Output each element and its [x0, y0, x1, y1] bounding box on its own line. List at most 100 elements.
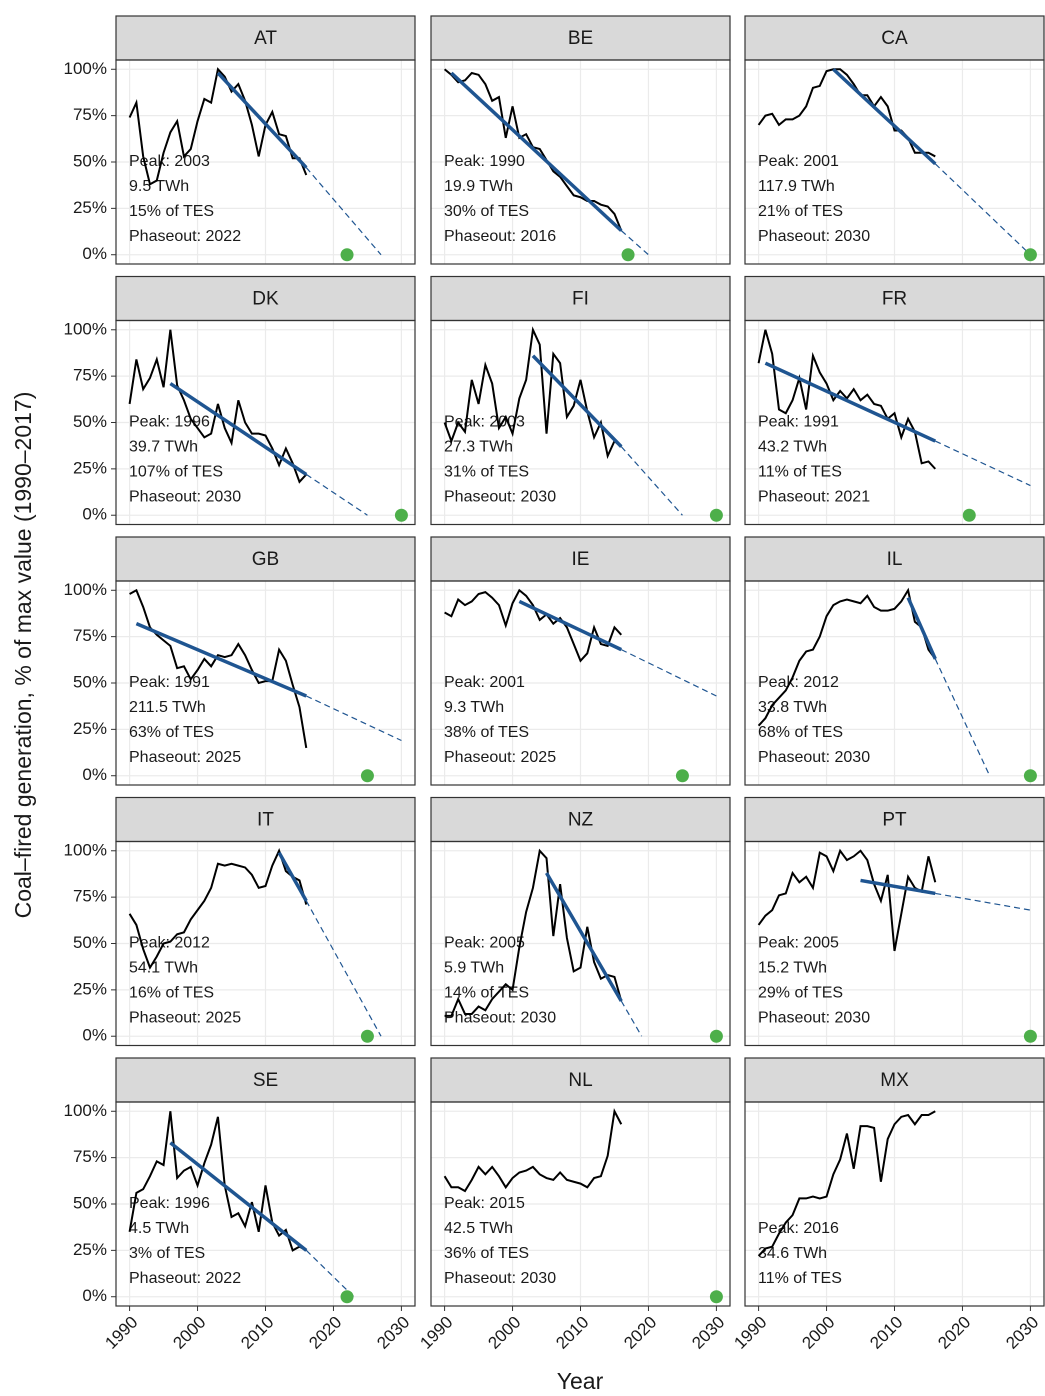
y-tick-label: 100%: [64, 1101, 107, 1120]
generation-line: [443, 326, 622, 460]
projection-line: [305, 167, 382, 256]
annotation: Peak: 2012: [758, 674, 839, 691]
annotation: 16% of TES: [129, 985, 214, 1002]
annotation: Phaseout: 2022: [129, 1270, 241, 1287]
trend-line: [135, 622, 307, 698]
projection-line: [934, 658, 991, 776]
panel-border: [744, 59, 1045, 265]
x-tick-label: 2010: [866, 1313, 906, 1353]
annotation: Peak: 2005: [758, 935, 839, 952]
phaseout-point: [1023, 769, 1037, 783]
x-tick-label: 1990: [101, 1313, 141, 1353]
y-tick-label: 25%: [73, 1240, 107, 1259]
annotation: Phaseout: 2030: [444, 1010, 556, 1027]
panel-title: IT: [257, 810, 274, 831]
projection-line: [935, 892, 1031, 911]
strip: [430, 15, 731, 61]
annotation: 9.3 TWh: [444, 699, 504, 716]
annotation: Peak: 1991: [129, 674, 210, 691]
annotation: 54.1 TWh: [129, 960, 198, 977]
trend-line: [764, 361, 937, 443]
panel-title: DK: [252, 289, 279, 310]
x-tick-label: 2020: [305, 1313, 345, 1353]
annotation: Peak: 2012: [129, 935, 210, 952]
annotation: Peak: 1991: [758, 414, 839, 431]
panel-border: [430, 319, 731, 526]
strip: [115, 275, 416, 322]
trend-line: [860, 878, 936, 896]
phaseout-point: [709, 1029, 723, 1043]
annotation: Peak: 2001: [758, 153, 839, 170]
annotation: 33.8 TWh: [758, 699, 827, 716]
annotation: Phaseout: 2016: [444, 228, 556, 245]
y-tick-label: 0%: [82, 244, 107, 263]
x-tick-label: 2030: [1002, 1313, 1042, 1353]
y-tick-label: 100%: [64, 59, 107, 78]
projection-line: [305, 473, 368, 516]
x-tick-label: 1990: [416, 1313, 456, 1353]
x-tick-label: 1990: [730, 1313, 770, 1353]
phaseout-point: [1023, 1029, 1037, 1043]
y-tick-label: 50%: [73, 412, 107, 431]
annotation: Peak: 2001: [444, 674, 525, 691]
x-axis-label: Year: [557, 1368, 604, 1394]
phaseout-point: [621, 248, 635, 262]
annotation: 211.5 TWh: [129, 699, 206, 716]
strip: [115, 1057, 416, 1103]
annotation: 15.2 TWh: [758, 960, 827, 977]
annotation: 9.5 TWh: [129, 178, 189, 195]
panel-title: NZ: [568, 810, 594, 831]
annotation: 68% of TES: [758, 724, 843, 741]
annotation: Phaseout: 2022: [129, 228, 241, 245]
x-tick-label: 2000: [798, 1313, 838, 1353]
annotation: Peak: 2015: [444, 1195, 525, 1212]
annotation: Peak: 2016: [758, 1220, 839, 1237]
panel-border: [744, 840, 1045, 1047]
phaseout-point: [360, 769, 374, 783]
y-tick-label: 25%: [73, 198, 107, 217]
strip: [744, 1057, 1045, 1103]
annotation: Phaseout: 2030: [758, 749, 870, 766]
annotation: 14% of TES: [444, 985, 529, 1002]
y-tick-label: 75%: [73, 1147, 107, 1166]
strip: [115, 796, 416, 843]
annotation: Peak: 2003: [129, 153, 210, 170]
trend-line: [906, 596, 937, 660]
phaseout-point: [394, 508, 408, 522]
annotation: 27.3 TWh: [444, 439, 513, 456]
y-tick-label: 0%: [82, 1026, 107, 1045]
generation-line: [757, 329, 937, 470]
annotation: 3% of TES: [129, 1245, 205, 1262]
panel-border: [430, 840, 731, 1047]
annotation: 34.6 TWh: [758, 1245, 827, 1262]
strip: [744, 275, 1045, 322]
phaseout-point: [709, 508, 723, 522]
strip: [115, 15, 416, 61]
y-tick-label: 75%: [73, 105, 107, 124]
phaseout-point: [360, 1029, 374, 1043]
annotation: Phaseout: 2025: [129, 1010, 241, 1027]
panel-border: [430, 59, 731, 265]
y-tick-label: 75%: [73, 887, 107, 906]
x-tick-label: 2030: [373, 1313, 413, 1353]
strip: [430, 1057, 731, 1103]
panel-title: CA: [881, 28, 908, 49]
panel-title: FR: [882, 289, 907, 310]
phaseout-point: [709, 1290, 723, 1304]
panel-title: MX: [880, 1070, 909, 1091]
strip: [430, 536, 731, 582]
generation-line: [128, 67, 308, 186]
trend-line: [169, 1141, 308, 1252]
trend-line: [832, 67, 937, 166]
annotation: 39.7 TWh: [129, 439, 198, 456]
trend-line: [450, 71, 623, 232]
annotation: Phaseout: 2030: [444, 489, 556, 506]
annotation: 63% of TES: [129, 724, 214, 741]
y-tick-label: 75%: [73, 366, 107, 385]
annotation: 43.2 TWh: [758, 439, 827, 456]
projection-line: [305, 900, 382, 1037]
panel-title: NL: [568, 1070, 592, 1091]
y-tick-label: 75%: [73, 626, 107, 645]
y-tick-label: 0%: [82, 1286, 107, 1305]
